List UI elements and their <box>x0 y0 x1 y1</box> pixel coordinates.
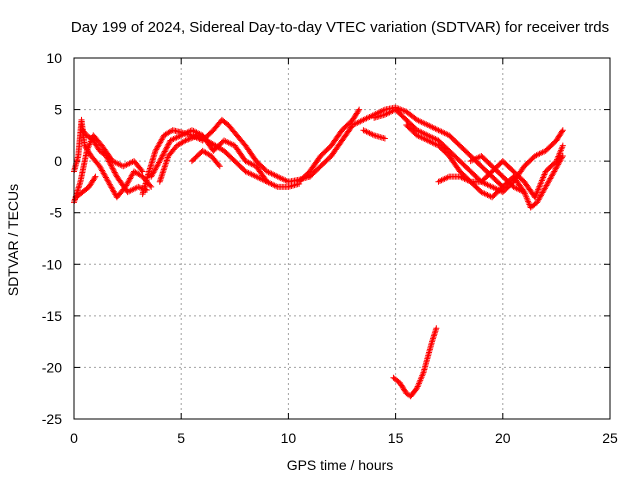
data-point <box>108 162 115 169</box>
data-point <box>182 137 189 144</box>
data-point <box>559 128 566 135</box>
data-point <box>156 158 163 165</box>
data-point <box>135 183 142 190</box>
y-tick-label: 5 <box>54 102 62 118</box>
data-point <box>183 136 190 143</box>
data-point <box>356 106 363 113</box>
x-tick-label: 0 <box>70 430 78 446</box>
data-point <box>158 155 165 162</box>
data-point <box>103 154 110 161</box>
data-point <box>189 134 196 141</box>
y-tick-label: -5 <box>50 205 63 221</box>
data-point <box>162 147 169 154</box>
data-point <box>103 152 110 159</box>
data-point <box>163 145 170 152</box>
data-point <box>161 148 168 155</box>
data-point <box>191 134 198 141</box>
series-arc-14 <box>435 142 566 201</box>
data-point <box>111 169 118 176</box>
y-tick-label: -20 <box>42 359 62 375</box>
chart-title: Day 199 of 2024, Sidereal Day-to-day VTE… <box>71 19 609 36</box>
data-point <box>92 173 99 180</box>
series-arc-4 <box>79 127 150 196</box>
series-arc-8 <box>188 147 223 170</box>
data-point <box>216 163 223 170</box>
data-point <box>559 154 566 161</box>
data-point <box>158 154 165 161</box>
x-tick-label: 15 <box>388 430 404 446</box>
series-arc-7 <box>156 132 270 185</box>
data-point <box>559 142 566 149</box>
data-point <box>186 135 193 142</box>
data-point <box>263 178 270 185</box>
tick-labels: 0 5 10 15 20 25 -25 -20 -15 -10 -5 0 5 10 <box>42 50 618 446</box>
data-point <box>104 155 111 162</box>
data-point <box>138 167 145 174</box>
series-arc-3 <box>73 173 99 201</box>
data-point <box>106 159 113 166</box>
series-arc-11 <box>360 127 388 142</box>
series-arc-13 <box>403 122 566 211</box>
data-point <box>109 165 116 172</box>
data-point <box>111 168 118 175</box>
x-axis-title: GPS time / hours <box>287 457 394 473</box>
y-tick-label: 10 <box>46 50 62 66</box>
data-point <box>110 166 117 173</box>
data-point <box>136 184 143 191</box>
data-point <box>521 189 528 196</box>
y-tick-label: -10 <box>42 256 62 272</box>
plot-frame <box>73 57 611 420</box>
y-tick-label: -15 <box>42 308 62 324</box>
series-arc-1 <box>71 116 155 201</box>
data-point <box>148 183 155 190</box>
data-point <box>433 325 440 332</box>
data-point <box>163 144 170 151</box>
data-point <box>559 152 566 159</box>
data-point <box>215 162 222 169</box>
data-point <box>159 152 166 159</box>
data-point <box>157 156 164 163</box>
x-tick-label: 25 <box>602 430 618 446</box>
series-arc-6 <box>148 127 303 190</box>
data-point <box>185 136 192 143</box>
data-marks <box>71 104 566 400</box>
y-axis-title: SDTVAR / TECUs <box>5 184 21 296</box>
data-point <box>381 135 388 142</box>
data-point <box>355 107 362 114</box>
x-tick-label: 20 <box>495 430 511 446</box>
data-point <box>112 170 119 177</box>
data-point <box>147 182 154 189</box>
data-point <box>165 141 172 148</box>
series-arc-10 <box>306 104 506 190</box>
x-tick-label: 10 <box>281 430 297 446</box>
data-point <box>181 138 188 145</box>
data-point <box>106 158 113 165</box>
data-point <box>188 135 195 142</box>
data-point <box>91 174 98 181</box>
x-tick-label: 5 <box>177 430 185 446</box>
data-point <box>139 168 146 175</box>
data-point <box>559 127 566 134</box>
data-point <box>155 159 162 166</box>
data-point <box>107 161 114 168</box>
data-point <box>164 143 171 150</box>
y-tick-label: 0 <box>54 153 62 169</box>
series-arc-15 <box>467 152 528 196</box>
series-arc-16 <box>390 325 440 400</box>
data-point <box>160 151 167 158</box>
series-arc-9 <box>296 106 363 185</box>
y-tick-label: -25 <box>42 411 62 427</box>
data-point <box>166 140 173 147</box>
grid-lines <box>74 58 610 419</box>
data-point <box>161 149 168 156</box>
data-point <box>108 163 115 170</box>
data-point <box>105 157 112 164</box>
